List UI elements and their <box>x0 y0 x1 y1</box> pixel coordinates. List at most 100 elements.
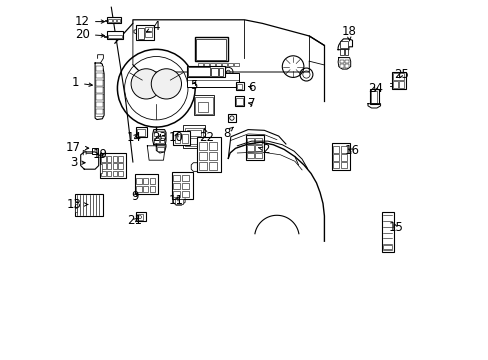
Bar <box>182 175 189 181</box>
Text: 6: 6 <box>247 81 255 94</box>
Bar <box>208 162 216 170</box>
Bar <box>138 28 144 39</box>
Bar <box>197 63 203 66</box>
Bar <box>381 212 393 252</box>
Bar <box>340 154 346 161</box>
Bar <box>134 174 158 194</box>
Bar <box>247 153 253 158</box>
Bar <box>96 102 103 107</box>
Bar <box>210 63 215 66</box>
Bar <box>171 172 192 199</box>
Bar <box>96 109 103 114</box>
Circle shape <box>131 69 161 99</box>
Bar <box>96 80 103 86</box>
Bar <box>108 35 122 38</box>
Text: 8: 8 <box>223 127 233 140</box>
Bar <box>234 63 239 66</box>
Bar <box>235 96 244 106</box>
Bar <box>237 84 242 89</box>
Bar <box>399 81 403 88</box>
Bar <box>344 49 347 55</box>
Text: 22: 22 <box>199 128 214 144</box>
Bar <box>75 201 77 204</box>
Bar <box>331 143 349 170</box>
Bar <box>154 131 164 136</box>
Bar <box>196 39 226 60</box>
Bar <box>228 114 235 122</box>
Bar <box>136 127 146 137</box>
Bar <box>247 145 253 151</box>
Bar <box>186 66 224 77</box>
Text: 23: 23 <box>152 131 167 144</box>
Bar <box>96 94 103 100</box>
Bar <box>136 178 141 184</box>
Bar <box>204 63 209 66</box>
Bar <box>149 178 155 184</box>
Bar <box>188 67 209 76</box>
Bar <box>100 153 125 178</box>
Text: 21: 21 <box>127 214 142 227</box>
Bar <box>118 163 122 169</box>
Bar <box>247 138 253 144</box>
Text: 2: 2 <box>258 143 268 156</box>
Bar <box>101 171 105 176</box>
Text: 18: 18 <box>341 25 356 41</box>
Text: 16: 16 <box>344 144 359 157</box>
Text: 5: 5 <box>189 79 197 92</box>
Bar <box>183 125 204 148</box>
Bar <box>228 63 233 66</box>
Bar <box>182 183 189 189</box>
Bar <box>332 154 339 161</box>
Bar <box>211 68 218 76</box>
Bar <box>136 25 153 40</box>
Bar <box>173 175 180 181</box>
Bar <box>101 156 105 162</box>
Bar <box>186 130 201 136</box>
Bar <box>208 152 216 160</box>
Bar <box>369 89 378 104</box>
Bar <box>75 208 77 212</box>
Bar <box>186 73 239 87</box>
Bar <box>392 81 397 88</box>
Bar <box>118 171 122 176</box>
Bar <box>370 91 377 103</box>
Bar <box>194 95 213 115</box>
Text: 20: 20 <box>75 28 104 41</box>
Text: 17: 17 <box>66 141 88 154</box>
Bar <box>339 64 343 68</box>
Bar <box>101 163 105 169</box>
Bar <box>92 148 98 154</box>
Bar <box>236 98 242 105</box>
Text: 15: 15 <box>387 221 402 234</box>
Bar <box>157 147 163 151</box>
Text: 24: 24 <box>367 82 383 95</box>
Bar <box>382 245 391 249</box>
Bar <box>118 156 122 162</box>
Text: 4: 4 <box>146 21 160 33</box>
Bar <box>174 134 180 143</box>
Text: 7: 7 <box>247 97 255 110</box>
Bar <box>107 163 111 169</box>
Bar <box>182 134 187 143</box>
Bar <box>113 19 116 22</box>
Bar <box>255 145 261 151</box>
Bar <box>339 60 343 63</box>
Bar <box>107 31 122 39</box>
Bar <box>222 63 227 66</box>
Bar <box>186 138 201 144</box>
Bar <box>332 162 339 168</box>
Bar <box>96 87 103 93</box>
Text: 1: 1 <box>71 76 92 89</box>
Bar <box>145 32 152 37</box>
Bar <box>113 171 117 176</box>
Bar <box>344 60 348 63</box>
Bar <box>197 137 221 172</box>
Bar <box>194 37 227 61</box>
Bar <box>142 178 148 184</box>
Bar <box>199 152 206 160</box>
Bar <box>344 64 348 68</box>
Bar <box>339 41 347 48</box>
Bar <box>255 138 261 144</box>
Bar <box>108 19 111 22</box>
Bar <box>199 142 206 150</box>
